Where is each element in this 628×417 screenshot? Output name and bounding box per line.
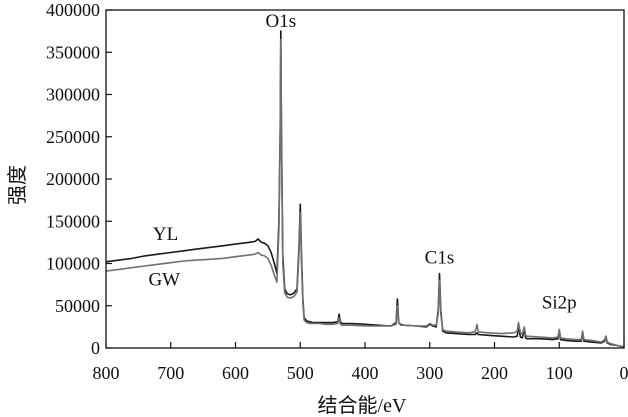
series-label-gw: GW <box>148 269 180 290</box>
x-tick-label: 100 <box>546 363 573 383</box>
x-tick-label: 800 <box>93 363 120 383</box>
x-tick-label: 400 <box>352 363 379 383</box>
plot-area <box>105 30 625 348</box>
y-axis-title: 强度 <box>6 165 29 205</box>
x-tick-label: 600 <box>222 363 249 383</box>
y-tick-label: 250000 <box>46 127 100 147</box>
y-tick-label: 150000 <box>46 211 100 231</box>
series-line-gw <box>105 38 625 348</box>
y-tick-label: 0 <box>91 338 100 358</box>
axes: 0 50000 100000 150000 200000 250000 300000 3500… <box>46 0 628 383</box>
chart-labels: 结合能/eV 强度 O1s C1s Si2p YL GW <box>6 11 577 417</box>
y-tick-label: 100000 <box>46 254 100 274</box>
x-tick-label: 200 <box>481 363 508 383</box>
peak-label-c1s: C1s <box>425 248 455 269</box>
peak-label-o1s: O1s <box>266 11 297 32</box>
y-tick-label: 200000 <box>46 169 100 189</box>
peak-label-si2p: Si2p <box>542 292 577 313</box>
y-tick-label: 50000 <box>55 296 100 316</box>
x-axis-title: 结合能/eV <box>318 394 407 417</box>
x-tick-label: 0 <box>620 363 628 383</box>
x-tick-label: 300 <box>416 363 443 383</box>
y-tick-label: 400000 <box>46 0 100 20</box>
series-label-yl: YL <box>153 224 178 245</box>
y-tick-label: 300000 <box>46 85 100 105</box>
x-tick-label: 700 <box>157 363 184 383</box>
y-tick-label: 350000 <box>46 42 100 62</box>
x-tick-label: 500 <box>287 363 314 383</box>
